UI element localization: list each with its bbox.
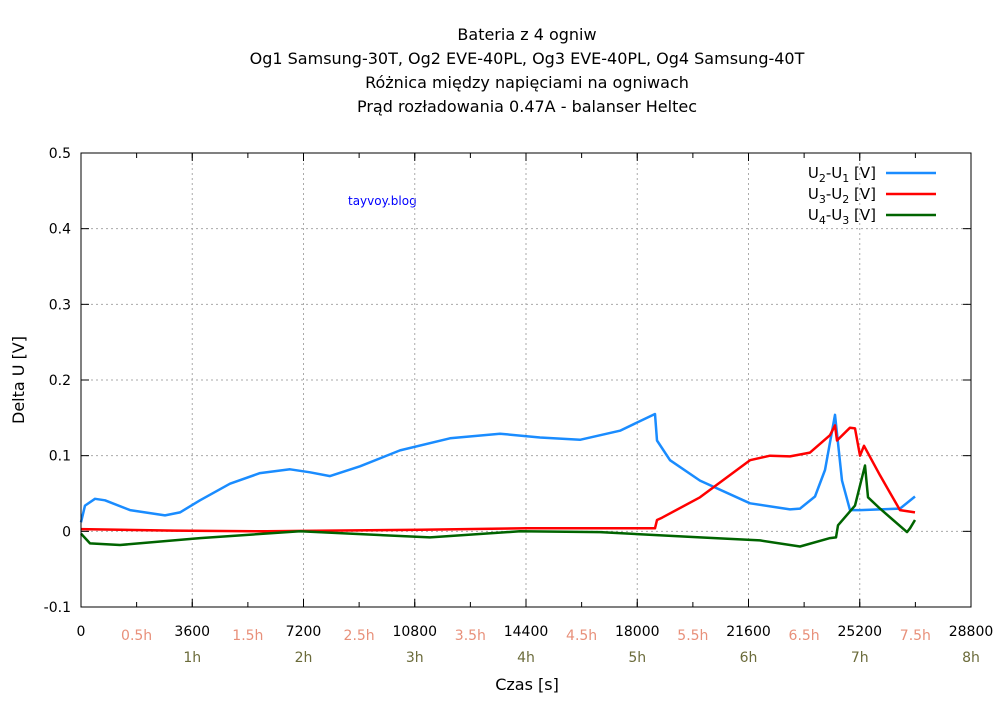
chart-title-line: Bateria z 4 ogniw	[457, 25, 596, 44]
half-hour-label: 3.5h	[455, 628, 486, 644]
series-line-3	[80, 464, 917, 548]
x-tick-label: 28800	[949, 624, 994, 640]
half-hour-label: 5.5h	[677, 628, 708, 644]
y-tick-label: 0.4	[49, 222, 71, 238]
legend-label: U3-U2 [V]	[808, 185, 876, 206]
x-tick-label: 18000	[615, 624, 660, 640]
hour-label: 2h	[295, 650, 313, 666]
hour-label: 4h	[517, 650, 535, 666]
hour-label: 8h	[962, 650, 980, 666]
hour-label: 7h	[851, 650, 869, 666]
x-tick-label: 14400	[504, 624, 549, 640]
y-tick-label: 0.5	[49, 146, 71, 162]
y-tick-label: 0.1	[49, 449, 71, 465]
y-tick-label: -0.1	[44, 600, 71, 616]
half-hour-label: 6.5h	[789, 628, 820, 644]
legend: U2-U1 [V]U3-U2 [V]U4-U3 [V]	[808, 164, 936, 227]
chart-title-line: Og1 Samsung-30T, Og2 EVE-40PL, Og3 EVE-4…	[250, 49, 805, 68]
chart-title-line: Różnica między napięciami na ogniwach	[365, 73, 689, 92]
half-hour-label: 4.5h	[566, 628, 597, 644]
y-axis-label: Delta U [V]	[9, 336, 28, 424]
half-hour-label: 7.5h	[900, 628, 931, 644]
series-line-1	[79, 412, 916, 523]
watermark: tayvoy.blog	[348, 194, 417, 208]
half-hour-label: 2.5h	[344, 628, 375, 644]
legend-label: U4-U3 [V]	[808, 206, 876, 227]
y-tick-label: 0	[62, 524, 71, 540]
chart-title-line: Prąd rozładowania 0.47A - balanser Helte…	[357, 97, 697, 116]
x-tick-label: 21600	[726, 624, 771, 640]
x-tick-label: 25200	[837, 624, 882, 640]
y-tick-label: 0.2	[49, 373, 71, 389]
x-tick-label: 0	[77, 624, 86, 640]
hour-label: 1h	[183, 650, 201, 666]
legend-label: U2-U1 [V]	[808, 164, 876, 185]
half-hour-label: 0.5h	[121, 628, 152, 644]
half-hour-label: 1.5h	[232, 628, 263, 644]
x-tick-label: 3600	[174, 624, 210, 640]
x-tick-label: 10800	[392, 624, 437, 640]
hour-label: 6h	[740, 650, 758, 666]
hour-label: 5h	[628, 650, 646, 666]
x-tick-label: 7200	[286, 624, 322, 640]
y-tick-label: 0.3	[49, 297, 71, 313]
hour-label: 3h	[406, 650, 424, 666]
series-line-2	[80, 424, 916, 533]
series-lines	[79, 412, 917, 548]
x-axis-label: Czas [s]	[495, 675, 559, 694]
